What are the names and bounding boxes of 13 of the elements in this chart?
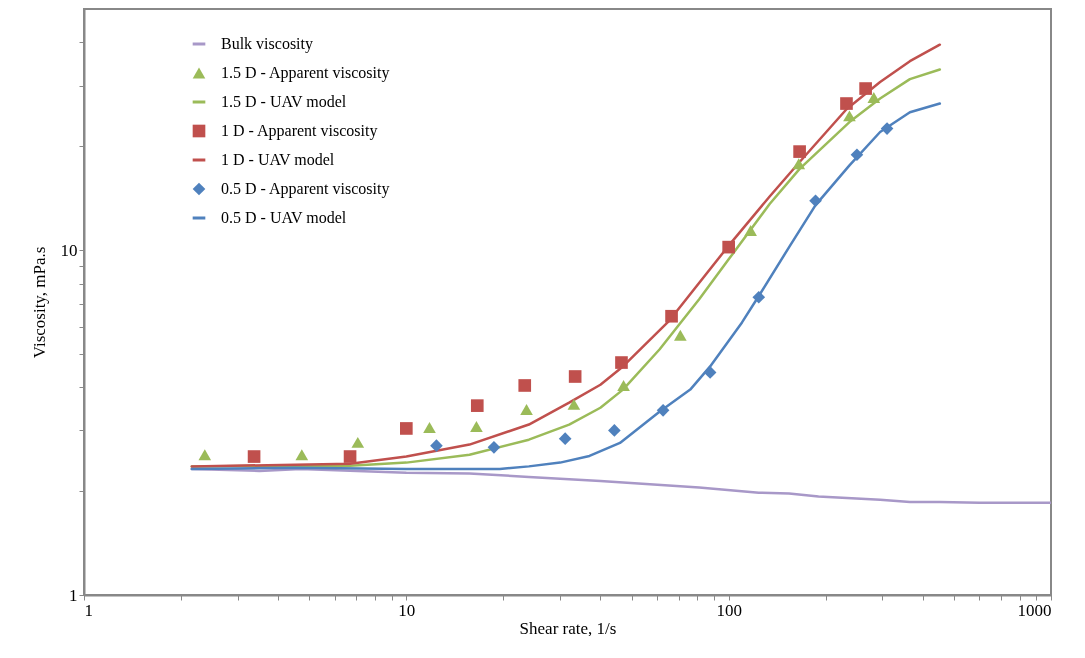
x-tick-label: 10 [398,600,416,620]
legend-label: 1.5 D - Apparent viscosity [221,64,390,82]
x-axis-title: Shear rate, 1/s [519,618,617,638]
legend-label: 0.5 D - Apparent viscosity [221,180,390,198]
y-axis-title: Viscosity, mPa.s [29,246,49,359]
x-tick-label: 1000 [1017,600,1052,620]
legend-label: 0.5 D - UAV model [221,209,347,226]
x-tick-label: 100 [716,600,742,620]
legend-label: 1.5 D - UAV model [221,93,347,110]
legend-label: 1 D - Apparent viscosity [221,122,378,140]
x-tick-label: 1 [84,600,93,620]
legend-label: Bulk viscosity [221,35,314,53]
legend-label: 1 D - UAV model [221,151,335,168]
